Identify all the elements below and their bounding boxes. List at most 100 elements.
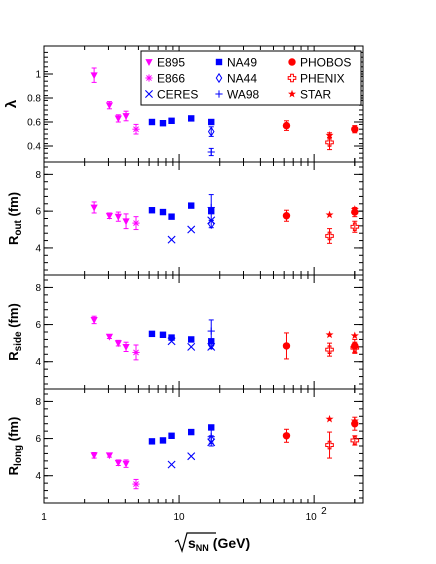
data-marker [282, 121, 291, 130]
panel-2: 4 6 8 Rout (fm) [6, 161, 364, 276]
data-point [282, 120, 291, 131]
data-point [207, 194, 215, 221]
marker-shape [90, 452, 98, 460]
data-marker [207, 148, 215, 156]
y-axis-title: Rside (fm) [6, 303, 24, 361]
data-point [148, 438, 156, 445]
data-marker [105, 333, 114, 341]
data-marker [105, 212, 114, 220]
y-axis-title-sub: side [13, 331, 24, 351]
marker-shape [188, 428, 195, 436]
marker-shape [105, 333, 114, 341]
data-marker [187, 225, 196, 234]
marker-shape [188, 202, 195, 209]
series-phobos [282, 416, 359, 443]
data-marker [350, 343, 360, 353]
data-marker [325, 131, 334, 139]
series-e866 [132, 123, 140, 135]
data-marker [350, 331, 359, 340]
legend-label: STAR [300, 88, 331, 102]
data-point [207, 126, 215, 137]
data-marker [350, 222, 360, 232]
marker-stroke [167, 235, 176, 244]
data-point [350, 416, 359, 425]
y-tick-label: 6 [35, 320, 41, 331]
y-axis-title-main: R [6, 351, 21, 361]
marker-shape [114, 213, 122, 221]
data-marker [168, 432, 175, 439]
legend-marker [215, 58, 223, 66]
data-point [122, 213, 130, 230]
y-tick-label: 0.6 [27, 118, 41, 129]
data-point [168, 117, 175, 124]
data-point [122, 341, 130, 352]
y-axis-title-main: R [6, 235, 21, 245]
data-point [148, 118, 156, 126]
data-point [148, 330, 156, 338]
marker-stroke [133, 349, 139, 356]
marker-shape [105, 452, 114, 460]
data-marker [207, 126, 215, 137]
x-axis-title: sNN (GeV) [188, 535, 250, 553]
data-point [168, 334, 175, 341]
marker-shape [288, 58, 296, 66]
series-phobos [282, 120, 359, 134]
x-tick-label: 10 [306, 512, 318, 523]
x-axis-title-root: s [188, 535, 196, 551]
marker-shape [122, 343, 130, 351]
data-marker [282, 342, 291, 350]
data-marker [350, 205, 359, 213]
series-phenix [325, 341, 360, 357]
data-marker [159, 331, 167, 338]
data-point [325, 342, 334, 357]
legend-label: E895 [157, 56, 185, 70]
data-marker [207, 327, 215, 335]
marker-shape [105, 212, 114, 220]
marker-shape [351, 420, 359, 428]
x-tick-label: 10 [174, 512, 186, 523]
data-marker [167, 235, 176, 244]
data-marker [105, 452, 114, 460]
data-marker [207, 433, 215, 441]
data-point [188, 428, 195, 436]
series-star [325, 131, 334, 139]
data-marker [282, 432, 291, 440]
legend-marker [288, 58, 296, 66]
marker-shape [207, 126, 215, 137]
marker-stroke [133, 220, 139, 226]
marker-shape [168, 432, 175, 439]
series-e895 [90, 315, 130, 352]
data-point [282, 332, 291, 360]
data-point [122, 110, 130, 122]
series-wa98 [207, 194, 215, 221]
marker-shape [148, 330, 156, 338]
data-marker [325, 440, 334, 450]
data-marker [207, 218, 215, 230]
series-e895 [90, 67, 130, 123]
data-marker [90, 452, 98, 460]
data-point [90, 452, 98, 460]
marker-shape [282, 342, 291, 350]
data-marker [187, 342, 196, 351]
marker-shape [148, 207, 156, 214]
y-axis-title-unit: (fm) [6, 192, 21, 220]
data-point [207, 147, 215, 157]
marker-shape [208, 118, 215, 126]
data-marker [122, 218, 130, 226]
marker-shape [122, 460, 130, 468]
data-marker [188, 336, 195, 343]
marker-shape [325, 131, 334, 139]
legend-entry-star: STAR [288, 88, 331, 102]
data-marker [148, 438, 156, 445]
series-wa98 [207, 426, 215, 447]
data-marker [114, 459, 122, 467]
data-marker [105, 102, 114, 110]
marker-shape [148, 118, 156, 126]
series-star [325, 205, 359, 219]
series-phenix [325, 220, 360, 244]
marker-stroke [187, 452, 196, 461]
data-marker [114, 340, 122, 348]
data-point [350, 341, 360, 354]
marker-shape [350, 222, 360, 232]
data-point [325, 131, 334, 139]
